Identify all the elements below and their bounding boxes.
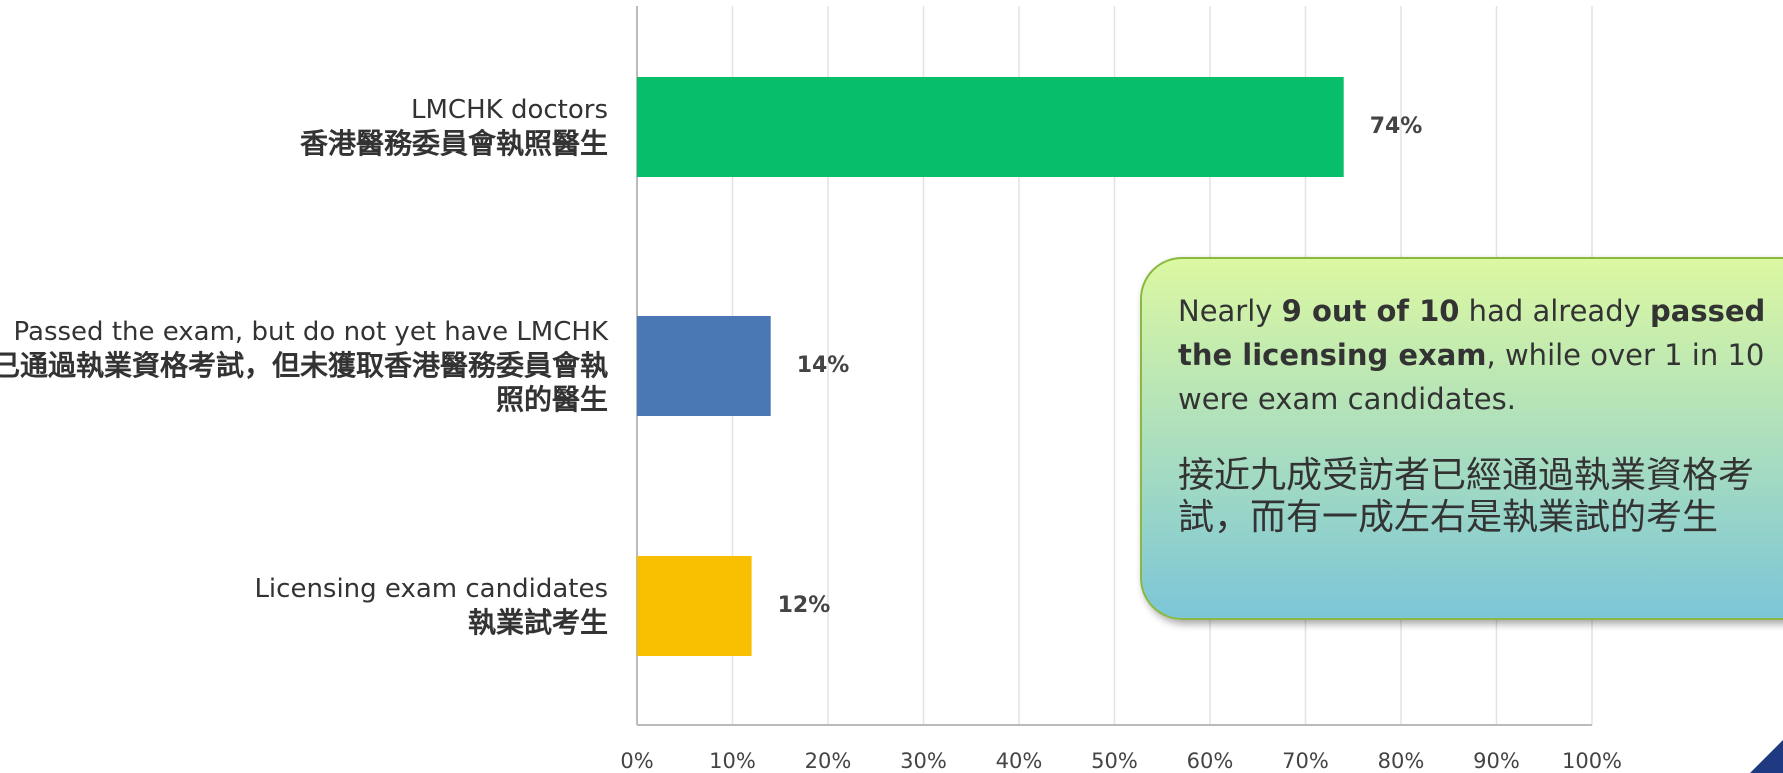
category-label-zh: 香港醫務委員會執照醫生 bbox=[299, 127, 608, 160]
x-tick-label: 100% bbox=[1562, 749, 1622, 773]
value-label: 74% bbox=[1370, 114, 1423, 139]
category-label-en: Licensing exam candidates bbox=[254, 574, 608, 604]
bar bbox=[637, 77, 1344, 177]
x-tick-label: 0% bbox=[620, 749, 653, 773]
category-label: LMCHK doctors 香港醫務委員會執照醫生 bbox=[0, 93, 608, 161]
text: Nearly bbox=[1178, 294, 1282, 328]
x-tick-label: 20% bbox=[805, 749, 852, 773]
x-tick-label: 50% bbox=[1091, 749, 1138, 773]
text: had already bbox=[1459, 294, 1650, 328]
x-tick-label: 30% bbox=[900, 749, 947, 773]
value-label: 14% bbox=[797, 353, 850, 378]
text: passed the licensing exam bbox=[1178, 294, 1766, 372]
bar bbox=[637, 556, 752, 656]
corner-decoration bbox=[1750, 740, 1783, 773]
x-tick-label: 70% bbox=[1282, 749, 1329, 773]
category-label-zh: 已通過執業資格考試，但未獲取香港醫務委員會執照的醫生 bbox=[0, 349, 608, 416]
category-label-en: LMCHK doctors bbox=[411, 95, 608, 125]
callout-en: Nearly 9 out of 10 had already passed th… bbox=[1178, 289, 1783, 421]
category-label: Passed the exam, but do not yet have LMC… bbox=[0, 315, 608, 417]
x-tick-label: 80% bbox=[1378, 749, 1425, 773]
x-tick-label: 90% bbox=[1473, 749, 1520, 773]
callout-zh: 接近九成受訪者已經通過執業資格考試，而有一成左右是執業試的考生 bbox=[1178, 455, 1755, 538]
x-tick-label: 40% bbox=[996, 749, 1043, 773]
category-label-en: Passed the exam, but do not yet have LMC… bbox=[13, 317, 608, 347]
category-label: Licensing exam candidates 執業試考生 bbox=[0, 572, 608, 640]
value-label: 12% bbox=[778, 593, 831, 618]
x-tick-label: 10% bbox=[709, 749, 756, 773]
text: 9 out of 10 bbox=[1281, 294, 1460, 328]
callout: Nearly 9 out of 10 had already passed th… bbox=[1140, 257, 1783, 620]
bar bbox=[637, 316, 771, 416]
text: , while over 1 in 10 were exam candidate… bbox=[1178, 338, 1765, 416]
category-label-zh: 執業試考生 bbox=[467, 606, 608, 639]
x-tick-label: 60% bbox=[1187, 749, 1234, 773]
